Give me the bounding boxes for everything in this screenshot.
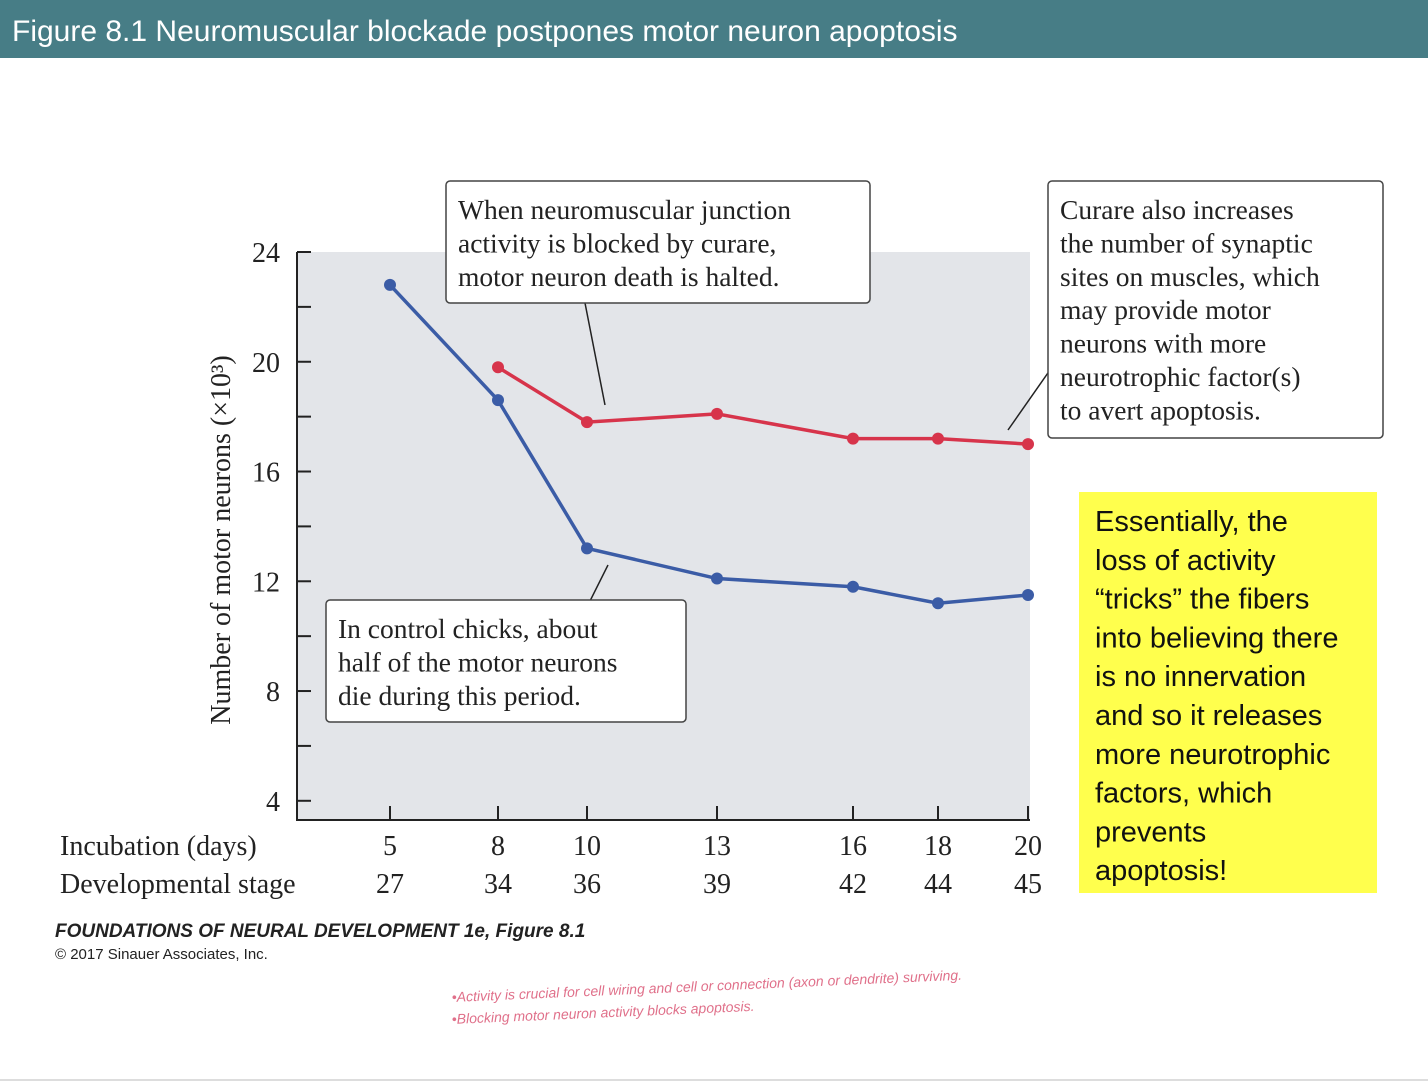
- note-text: “tricks” the fibers: [1095, 584, 1309, 616]
- note-text: is no innervation: [1095, 661, 1306, 693]
- data-point: [492, 361, 504, 374]
- x2-tick-label: 45: [1014, 869, 1042, 900]
- callout-text: When neuromuscular junction: [458, 194, 791, 225]
- note-text: apoptosis!: [1095, 855, 1227, 887]
- data-point: [711, 572, 723, 585]
- header-title: Figure 8.1 Neuromuscular blockade postpo…: [12, 15, 958, 48]
- data-point: [847, 580, 859, 593]
- x-tick-label: 13: [703, 831, 731, 862]
- data-point: [711, 407, 723, 420]
- data-point: [384, 278, 396, 291]
- x-tick-label: 18: [924, 831, 952, 862]
- y-tick-label: 16: [252, 458, 280, 489]
- callout-text: Curare also increases: [1060, 194, 1294, 225]
- x-tick-label: 10: [573, 831, 601, 862]
- callout-text: the number of synaptic: [1060, 227, 1313, 258]
- x-tick-label: 5: [383, 831, 397, 862]
- callout-text: may provide motor: [1060, 294, 1271, 325]
- x-tick-label: 8: [491, 831, 505, 862]
- note-text: prevents: [1095, 816, 1206, 848]
- callout-leader: [584, 302, 606, 406]
- series-line: [497, 365, 1029, 446]
- data-point: [581, 542, 593, 555]
- note-text: more neurotrophic: [1095, 739, 1330, 771]
- callout-text: activity is blocked by curare,: [458, 227, 776, 258]
- callout-text: half of the motor neurons: [338, 646, 618, 677]
- callout-text: sites on muscles, which: [1060, 261, 1320, 292]
- x-axis-label: Incubation (days): [60, 831, 257, 862]
- data-point: [932, 432, 944, 445]
- y-tick-label: 12: [252, 567, 280, 598]
- callout-text: In control chicks, about: [338, 613, 598, 644]
- note-text: into believing there: [1095, 622, 1338, 654]
- x2-tick-label: 36: [573, 869, 601, 900]
- plot-area: [297, 252, 1030, 820]
- data-point: [581, 416, 593, 429]
- x-tick-label: 16: [839, 831, 867, 862]
- credit-book: FOUNDATIONS OF NEURAL DEVELOPMENT 1e, Fi…: [55, 921, 585, 942]
- data-point: [492, 394, 504, 407]
- callout-text: neurons with more: [1060, 328, 1266, 359]
- callout-text: to avert apoptosis.: [1060, 394, 1261, 425]
- y-tick-label: 8: [266, 677, 280, 708]
- callout-leader: [1007, 369, 1051, 431]
- data-point: [1022, 588, 1034, 601]
- callout-box: [325, 599, 687, 723]
- credit-copyright: © 2017 Sinauer Associates, Inc.: [55, 946, 268, 963]
- callout-text: motor neuron death is halted.: [458, 261, 780, 292]
- data-point: [1022, 438, 1034, 451]
- y-tick-label: 24: [252, 238, 280, 269]
- note-text: loss of activity: [1095, 545, 1276, 577]
- note-text: factors, which: [1095, 778, 1272, 810]
- x2-axis-label: Developmental stage: [60, 869, 296, 900]
- callout-box: [445, 180, 871, 304]
- header-bar: [0, 0, 1428, 58]
- x2-tick-label: 44: [924, 869, 952, 900]
- callout-leader: [589, 564, 609, 602]
- note-text: Essentially, the: [1095, 506, 1288, 538]
- data-point: [932, 597, 944, 610]
- data-point: [847, 432, 859, 445]
- x2-tick-label: 27: [376, 869, 404, 900]
- x2-tick-label: 34: [484, 869, 512, 900]
- callout-text: neurotrophic factor(s): [1060, 361, 1301, 392]
- note-text: and so it releases: [1095, 700, 1322, 732]
- x2-tick-label: 42: [839, 869, 867, 900]
- callout-text: die during this period.: [338, 680, 581, 711]
- x-tick-label: 20: [1014, 831, 1042, 862]
- y-tick-label: 4: [266, 787, 280, 818]
- x2-tick-label: 39: [703, 869, 731, 900]
- callout-box: [1047, 180, 1384, 439]
- note-box: [1079, 492, 1377, 893]
- y-axis-label: Number of motor neurons (×10³): [206, 355, 237, 724]
- y-tick-label: 20: [252, 348, 280, 379]
